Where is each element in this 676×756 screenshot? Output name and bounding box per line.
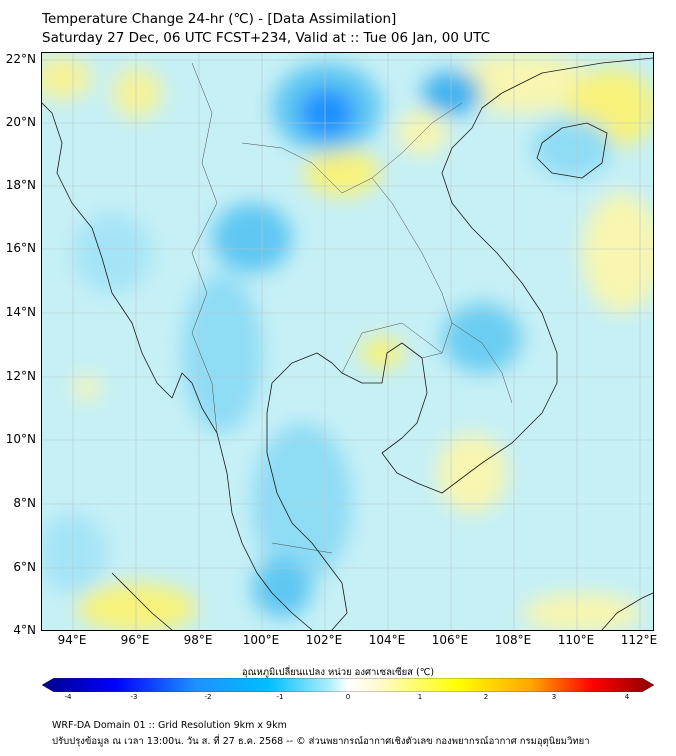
temperature-change-map xyxy=(42,53,653,630)
lat-label: 8°N xyxy=(13,496,36,510)
lat-label: 20°N xyxy=(5,115,36,129)
lat-label: 12°N xyxy=(5,369,36,383)
lat-label: 14°N xyxy=(5,305,36,319)
lat-label: 16°N xyxy=(5,241,36,255)
lon-label: 108°E xyxy=(494,633,532,647)
coastlines xyxy=(42,57,653,630)
colorbar-title: อุณหภูมิเปลี่ยนแปลง หน่วย องศาเซลเซียส (… xyxy=(241,667,435,678)
graticule xyxy=(42,53,653,630)
lat-label: 22°N xyxy=(5,52,36,66)
lon-label: 110°E xyxy=(557,633,595,647)
temperature-field xyxy=(42,53,653,630)
lon-label: 104°E xyxy=(368,633,406,647)
lon-label: 102°E xyxy=(305,633,343,647)
lat-label: 18°N xyxy=(5,178,36,192)
lat-label: 6°N xyxy=(13,560,36,574)
lat-label: 10°N xyxy=(5,432,36,446)
colorbar-tick: 0 xyxy=(345,693,351,701)
colorbar-tick: 3 xyxy=(551,693,557,701)
lon-label: 96°E xyxy=(120,633,150,647)
footer-model-info: WRF-DA Domain 01 :: Grid Resolution 9km … xyxy=(52,720,287,731)
footer-credit: ปรับปรุงข้อมูล ณ เวลา 13:00น. วัน ส. ที่… xyxy=(52,736,590,747)
lon-label: 100°E xyxy=(242,633,280,647)
colorbar-tick: -2 xyxy=(204,693,212,701)
map-subtitle: Saturday 27 Dec, 06 UTC FCST+234, Valid … xyxy=(42,30,491,46)
map-title: Temperature Change 24-hr (℃) - [Data Ass… xyxy=(42,11,397,27)
colorbar xyxy=(42,678,654,692)
map-panel[interactable] xyxy=(41,52,654,631)
colorbar-tick: -3 xyxy=(130,693,138,701)
lon-label: 98°E xyxy=(183,633,213,647)
colorbar-tick: -1 xyxy=(276,693,284,701)
lon-label: 112°E xyxy=(620,633,658,647)
colorbar-tick: 1 xyxy=(417,693,423,701)
colorbar-tick: 4 xyxy=(624,693,630,701)
lon-label: 106°E xyxy=(431,633,469,647)
country-borders xyxy=(191,62,513,554)
lon-label: 94°E xyxy=(57,633,87,647)
lat-label: 4°N xyxy=(13,623,36,637)
colorbar-tick: -4 xyxy=(64,693,72,701)
colorbar-tick: 2 xyxy=(483,693,489,701)
